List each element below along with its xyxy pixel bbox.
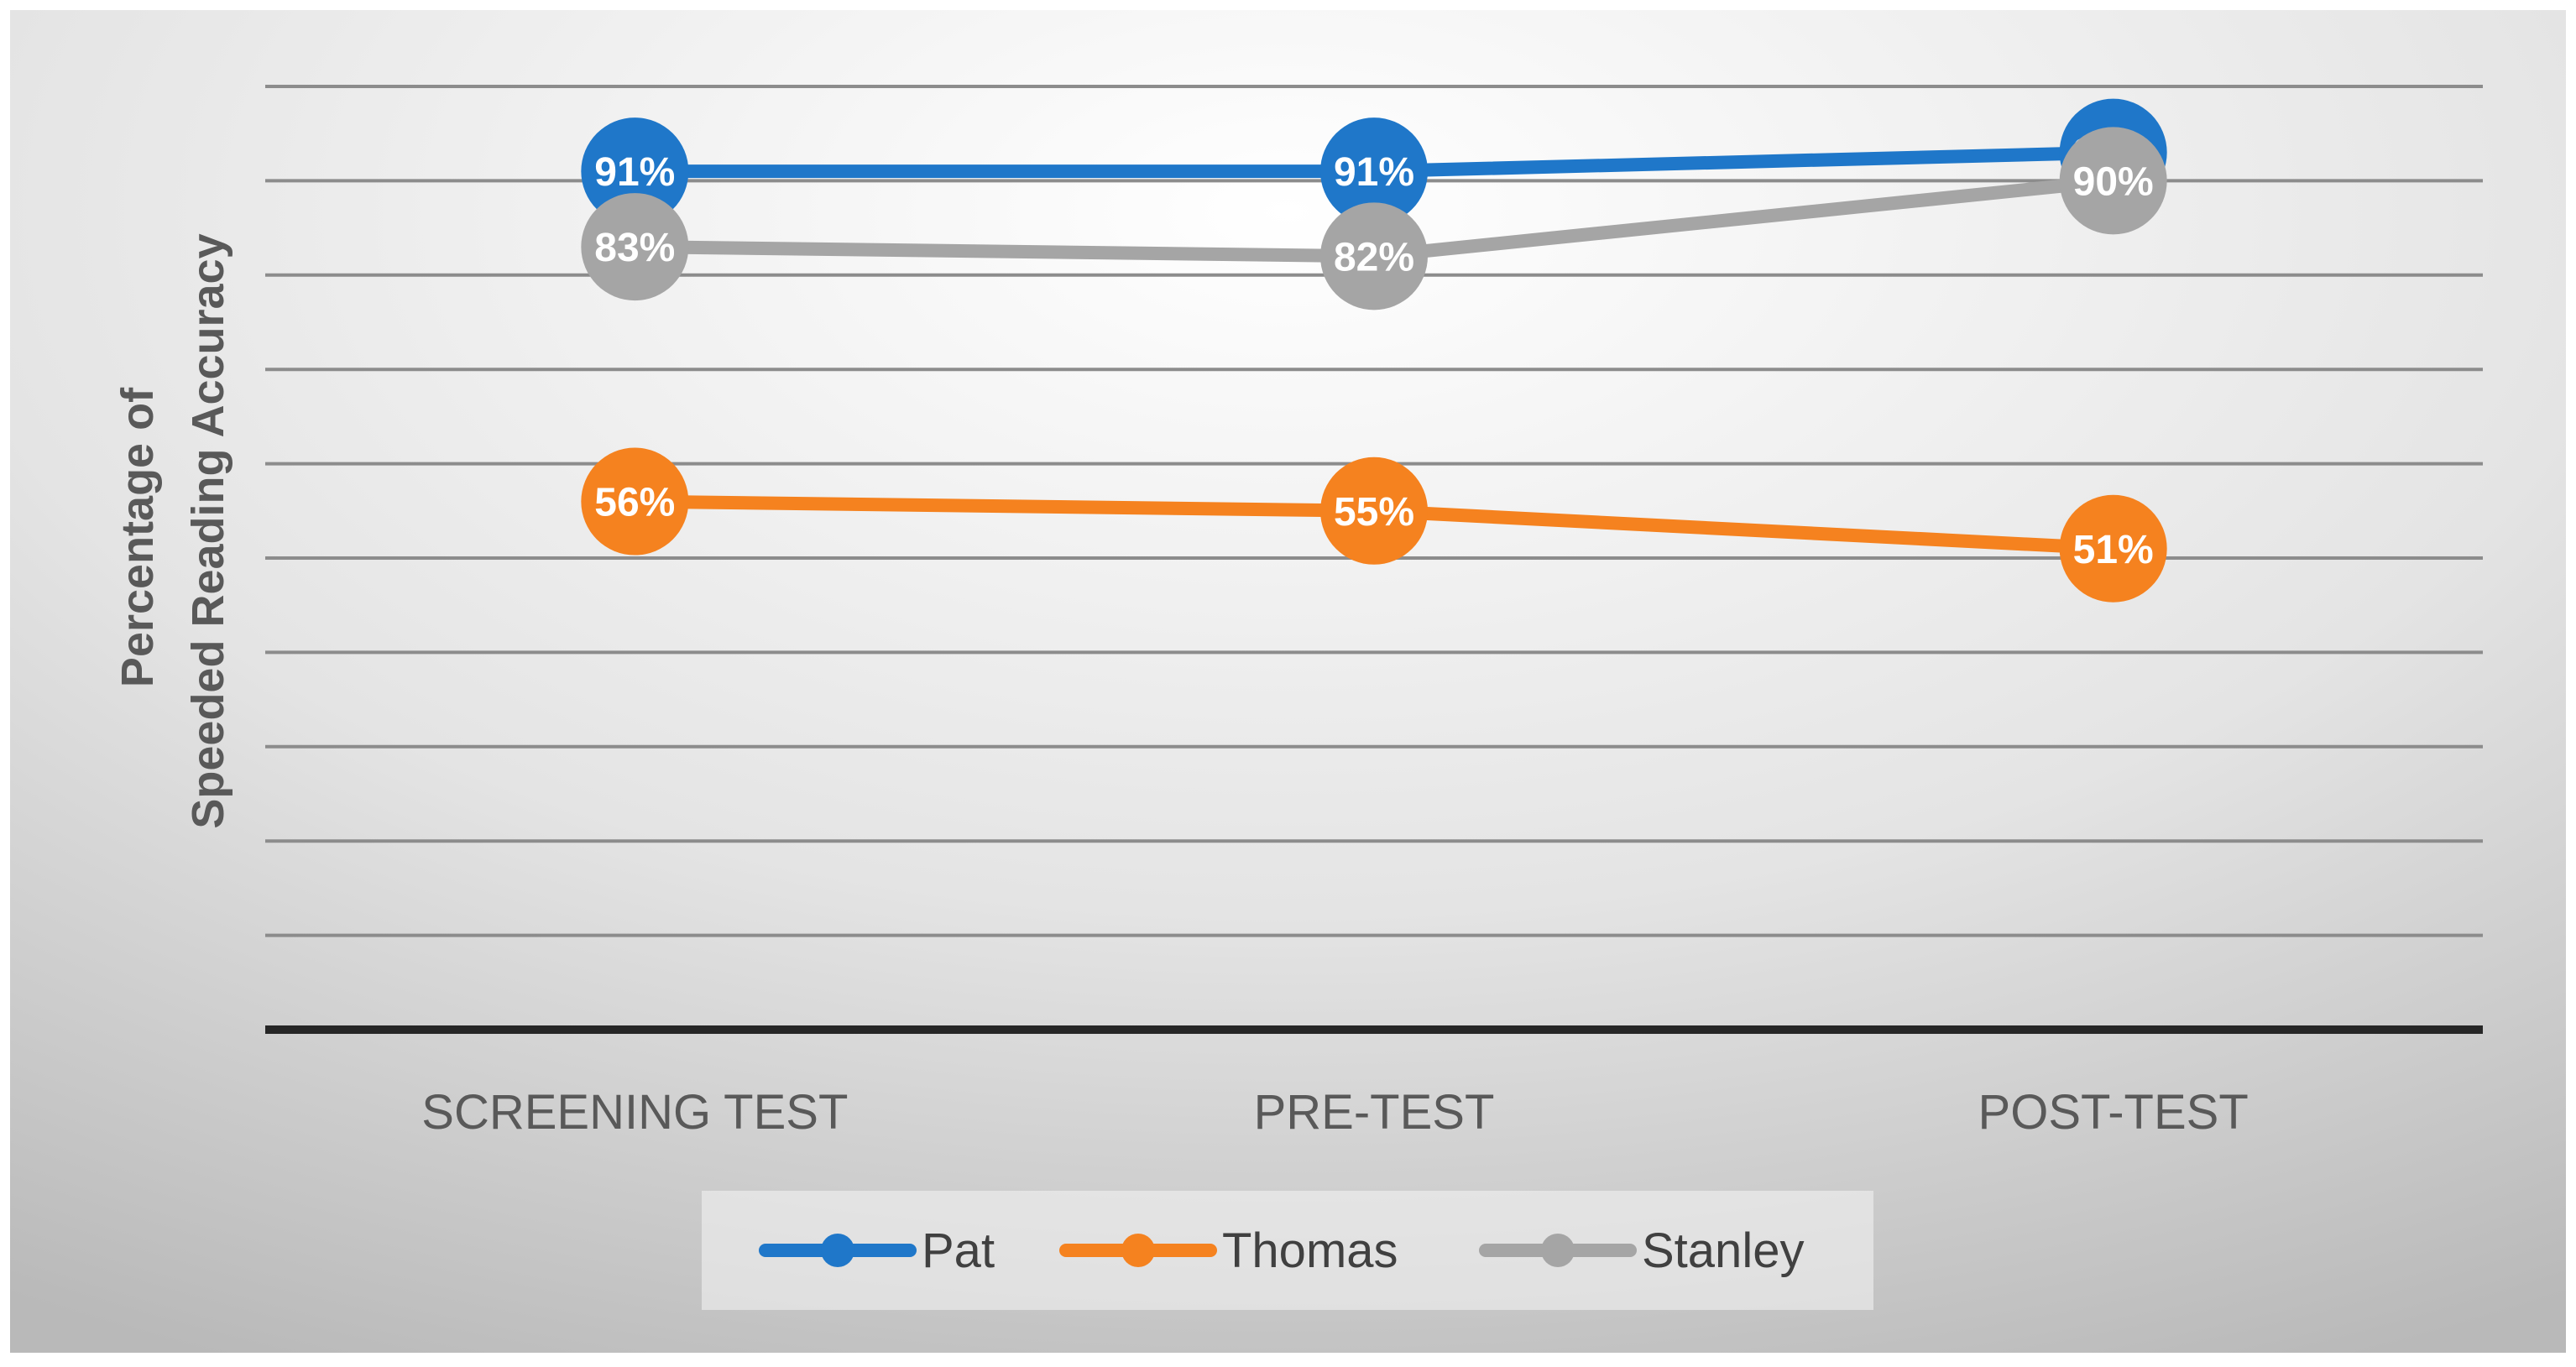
legend-label-thomas: Thomas — [1222, 1224, 1398, 1278]
chart-background — [10, 10, 2566, 1353]
data-label-pat: 91% — [1334, 150, 1414, 195]
legend: Pat Thomas Stanley — [759, 1224, 1804, 1278]
y-axis-title-line-1: Percentage of — [112, 387, 163, 687]
data-label-thomas: 51% — [2073, 528, 2154, 572]
data-label-stanley: 82% — [1334, 235, 1414, 279]
legend-label-stanley: Stanley — [1642, 1224, 1804, 1278]
legend-label-pat: Pat — [922, 1224, 995, 1278]
data-label-thomas: 55% — [1334, 490, 1414, 535]
legend-marker-thomas — [1121, 1234, 1155, 1267]
data-label-thomas: 56% — [594, 481, 675, 525]
data-point-thomas — [581, 447, 689, 556]
data-point-pat — [581, 117, 689, 226]
x-tick-label: POST-TEST — [1978, 1085, 2249, 1140]
data-point-stanley — [2059, 127, 2167, 235]
data-point-pat — [1320, 117, 1428, 226]
x-axis-tick-labels: SCREENING TEST PRE-TEST POST-TEST — [421, 1085, 2249, 1140]
data-label-pat: 91% — [594, 150, 675, 195]
data-point-stanley — [1320, 202, 1428, 310]
x-tick-label: PRE-TEST — [1254, 1085, 1495, 1140]
x-tick-label: SCREENING TEST — [421, 1085, 848, 1140]
legend-marker-stanley — [1541, 1234, 1575, 1267]
y-axis-title-line-2: Speeded Reading Accuracy — [183, 233, 233, 828]
data-label-stanley: 83% — [594, 226, 675, 270]
data-label-stanley: 90% — [2073, 159, 2154, 204]
data-point-thomas — [2059, 494, 2167, 603]
data-point-stanley — [581, 193, 689, 301]
y-axis-title: Percentage of Speeded Reading Accuracy — [112, 233, 233, 828]
legend-marker-pat — [821, 1234, 854, 1267]
series-group: 91%91%93%56%55%51%83%82%90% — [581, 98, 2167, 603]
data-point-thomas — [1320, 457, 1428, 565]
